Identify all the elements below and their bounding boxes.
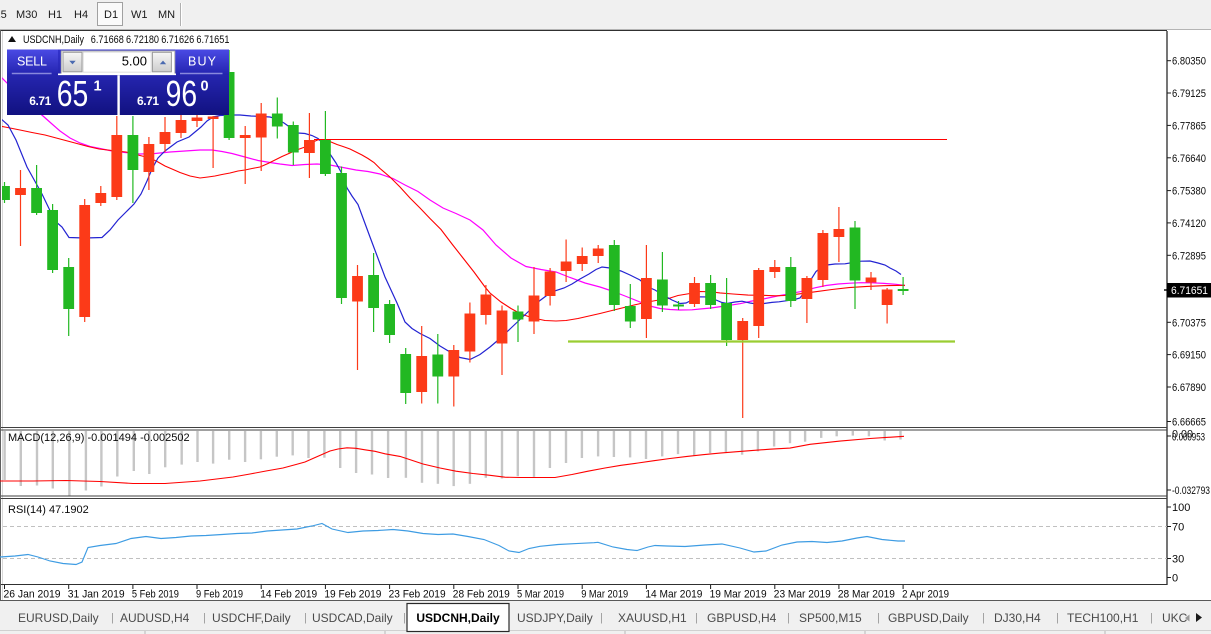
svg-text:|: | bbox=[304, 612, 307, 624]
svg-text:65: 65 bbox=[57, 73, 88, 114]
svg-text:D1: D1 bbox=[104, 9, 118, 21]
svg-text:70: 70 bbox=[1172, 522, 1184, 534]
svg-text:26 Jan 2019: 26 Jan 2019 bbox=[4, 589, 61, 601]
svg-text:AUDUSD,H4: AUDUSD,H4 bbox=[120, 611, 190, 625]
svg-text:UKC: UKC bbox=[1162, 611, 1188, 625]
svg-text:USDJPY,Daily: USDJPY,Daily bbox=[517, 611, 593, 625]
svg-text:|: | bbox=[877, 612, 880, 624]
svg-text:6.66665: 6.66665 bbox=[1172, 417, 1206, 429]
svg-text:15: 15 bbox=[0, 9, 7, 21]
svg-text:28 Mar 2019: 28 Mar 2019 bbox=[838, 589, 895, 601]
svg-text:6.77865: 6.77865 bbox=[1172, 120, 1206, 132]
svg-text:5.00: 5.00 bbox=[122, 54, 147, 69]
svg-text:6.76640: 6.76640 bbox=[1172, 153, 1206, 165]
svg-text:23 Mar 2019: 23 Mar 2019 bbox=[774, 589, 831, 601]
svg-text:USDCNH,Daily: USDCNH,Daily bbox=[416, 611, 500, 625]
svg-text:|: | bbox=[600, 612, 603, 624]
svg-text:6.71651: 6.71651 bbox=[1171, 285, 1208, 297]
svg-text:6.71: 6.71 bbox=[29, 94, 51, 108]
svg-text:H1: H1 bbox=[48, 9, 62, 21]
svg-text:6.71626: 6.71626 bbox=[161, 34, 194, 46]
svg-text:|: | bbox=[1056, 612, 1059, 624]
svg-text:TECH100,H1: TECH100,H1 bbox=[1067, 611, 1139, 625]
svg-text:|: | bbox=[203, 612, 206, 624]
svg-text:6.71: 6.71 bbox=[137, 94, 159, 108]
svg-text:100: 100 bbox=[1172, 502, 1190, 514]
svg-text:|: | bbox=[982, 612, 985, 624]
svg-text:MACD(12,26,9) -0.001494 -0.002: MACD(12,26,9) -0.001494 -0.002502 bbox=[8, 432, 190, 444]
svg-text:0.00: 0.00 bbox=[1172, 429, 1193, 441]
svg-text:0: 0 bbox=[1172, 573, 1178, 585]
svg-text:6.80350: 6.80350 bbox=[1172, 56, 1206, 68]
svg-text:USDCAD,Daily: USDCAD,Daily bbox=[312, 611, 393, 625]
svg-text:BUY: BUY bbox=[188, 55, 217, 69]
svg-text:RSI(14) 47.1902: RSI(14) 47.1902 bbox=[8, 504, 89, 516]
svg-text:GBPUSD,H4: GBPUSD,H4 bbox=[707, 611, 777, 625]
svg-text:6.75380: 6.75380 bbox=[1172, 186, 1206, 198]
svg-text:6.79125: 6.79125 bbox=[1172, 88, 1206, 100]
svg-text:5 Feb 2019: 5 Feb 2019 bbox=[132, 589, 179, 601]
svg-text:28 Feb 2019: 28 Feb 2019 bbox=[453, 589, 510, 601]
svg-text:|: | bbox=[695, 612, 698, 624]
svg-text:6.72895: 6.72895 bbox=[1172, 250, 1206, 262]
svg-text:|: | bbox=[1150, 612, 1153, 624]
svg-text:|: | bbox=[403, 612, 406, 624]
svg-text:0: 0 bbox=[201, 79, 209, 95]
svg-text:GBPUSD,Daily: GBPUSD,Daily bbox=[888, 611, 969, 625]
svg-text:DJ30,H4: DJ30,H4 bbox=[994, 611, 1041, 625]
svg-text:14 Mar 2019: 14 Mar 2019 bbox=[645, 589, 702, 601]
svg-text:2 Apr 2019: 2 Apr 2019 bbox=[902, 589, 949, 601]
svg-text:14 Feb 2019: 14 Feb 2019 bbox=[260, 589, 317, 601]
svg-text:H4: H4 bbox=[74, 9, 88, 21]
svg-text:30: 30 bbox=[1172, 554, 1184, 566]
svg-text:31 Jan 2019: 31 Jan 2019 bbox=[68, 589, 125, 601]
svg-text:6.71651: 6.71651 bbox=[196, 34, 229, 46]
svg-text:96: 96 bbox=[166, 73, 198, 114]
svg-text:5 Mar 2019: 5 Mar 2019 bbox=[517, 589, 564, 601]
svg-text:|: | bbox=[111, 612, 114, 624]
svg-text:USDCNH,Daily: USDCNH,Daily bbox=[23, 34, 84, 46]
svg-text:6.72180: 6.72180 bbox=[126, 34, 159, 46]
svg-text:MN: MN bbox=[158, 9, 175, 21]
svg-text:USDCHF,Daily: USDCHF,Daily bbox=[212, 611, 291, 625]
svg-text:-0.032793: -0.032793 bbox=[1172, 485, 1210, 497]
svg-text:23 Feb 2019: 23 Feb 2019 bbox=[389, 589, 446, 601]
svg-text:M30: M30 bbox=[16, 9, 37, 21]
svg-text:9 Mar 2019: 9 Mar 2019 bbox=[581, 589, 628, 601]
svg-text:6.67890: 6.67890 bbox=[1172, 382, 1206, 394]
svg-text:6.69150: 6.69150 bbox=[1172, 350, 1206, 362]
svg-text:6.70375: 6.70375 bbox=[1172, 317, 1206, 329]
svg-text:19 Mar 2019: 19 Mar 2019 bbox=[710, 589, 767, 601]
svg-text:19 Feb 2019: 19 Feb 2019 bbox=[324, 589, 381, 601]
svg-text:9 Feb 2019: 9 Feb 2019 bbox=[196, 589, 243, 601]
svg-text:1: 1 bbox=[94, 79, 102, 95]
svg-text:0.000953: 0.000953 bbox=[1172, 432, 1205, 444]
svg-text:EURUSD,Daily: EURUSD,Daily bbox=[18, 611, 99, 625]
svg-text:SP500,M15: SP500,M15 bbox=[799, 611, 862, 625]
svg-text:6.71668: 6.71668 bbox=[91, 34, 124, 46]
svg-text:SELL: SELL bbox=[17, 55, 47, 69]
svg-text:XAUUSD,H1: XAUUSD,H1 bbox=[618, 611, 687, 625]
svg-text:|: | bbox=[787, 612, 790, 624]
svg-text:6.74120: 6.74120 bbox=[1172, 218, 1206, 230]
svg-text:W1: W1 bbox=[131, 9, 148, 21]
